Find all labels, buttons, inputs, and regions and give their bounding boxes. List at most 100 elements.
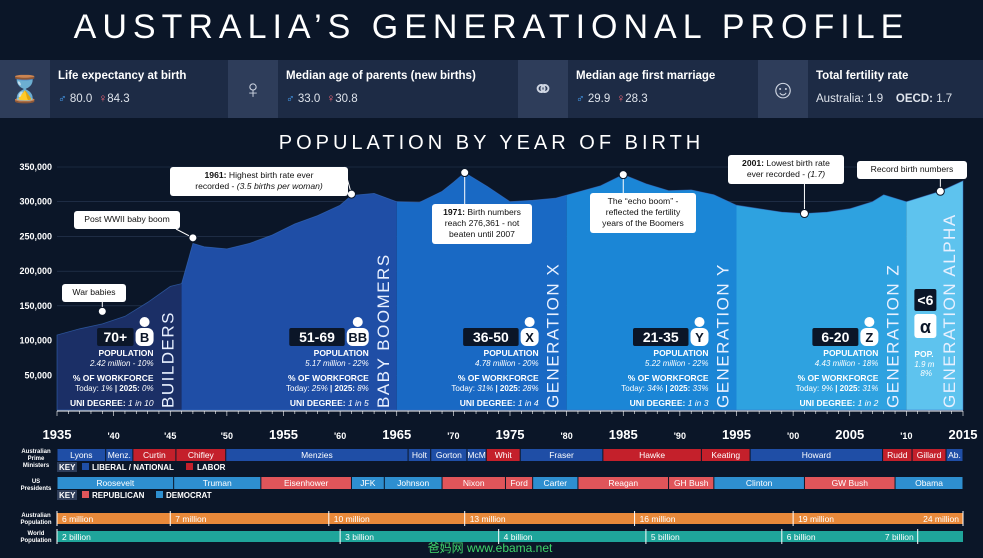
stat-values: ♂ 33.0 ♀30.8 (286, 93, 358, 105)
key-label: KEY (59, 463, 76, 472)
female-value: 84.3 (107, 93, 130, 105)
us-bar (505, 477, 533, 489)
workforce-label: % OF WORKFORCE (628, 373, 709, 383)
generation-name: GENERATION Z (883, 264, 902, 408)
population-value: 2.42 million - 10% (89, 359, 154, 368)
uni-degree: UNI DEGREE: 1 in 2 (799, 398, 878, 408)
age-badge (97, 328, 134, 346)
annotation-box (857, 161, 967, 179)
democrat-swatch (156, 491, 163, 498)
stat-fertility: ☺ Total fertility rate Australia: 1.9 OE… (758, 60, 983, 118)
generation-name: GENERATION X (544, 263, 563, 408)
us-bar (442, 477, 505, 489)
annotation-text: The “echo boom” - (608, 196, 679, 206)
stat-parent-age: ♀ Median age of parents (new births) ♂ 3… (228, 60, 518, 118)
pm-bar (883, 449, 912, 461)
age-badge (463, 328, 519, 346)
x-tick-label: 1995 (722, 427, 751, 442)
world-pop-label: 5 billion (651, 532, 680, 542)
annotation-text: years of the Boomers (602, 218, 684, 228)
letter-label: Y (695, 330, 704, 345)
person-head-icon (352, 317, 363, 327)
person-head-icon (864, 317, 875, 327)
x-tick-label: '60 (334, 431, 346, 441)
annotation-text: 1971: Birth numbers (443, 207, 521, 217)
stat-values: ♂ 80.0 ♀84.3 (58, 93, 130, 105)
oecd-label: OECD: (895, 93, 933, 105)
stat-values: ♂ 29.9 ♀28.3 (576, 93, 648, 105)
world-pop-label: 7 billion (885, 532, 914, 542)
y-tick-label: 200,000 (19, 266, 52, 276)
pm-bar (750, 449, 883, 461)
population-value: 5.17 million - 22% (305, 359, 369, 368)
age-badge (914, 289, 937, 311)
workforce-values: Today: 25% | 2025: 8% (286, 384, 369, 393)
aus-pop-label: 13 million (470, 514, 506, 524)
pm-label: Rudd (887, 450, 908, 460)
stat-label: Life expectancy at birth (58, 70, 187, 82)
letter-badge (860, 328, 879, 346)
aus-value: 1.9 (867, 93, 884, 105)
person-head-icon (524, 317, 535, 327)
us-row-label: Presidents (21, 486, 52, 492)
stats-bar: ⌛ Life expectancy at birth ♂ 80.0 ♀84.3 … (0, 60, 983, 118)
pm-bar (106, 449, 133, 461)
x-tick-label: '90 (674, 431, 686, 441)
aus-pop-label: 24 million (923, 514, 959, 524)
us-label: GW Bush (832, 478, 869, 488)
uni-degree: UNI DEGREE: 1 in 3 (630, 398, 709, 408)
workforce-label: % OF WORKFORCE (288, 373, 369, 383)
annotation-text: Record birth numbers (871, 164, 954, 174)
population-value: 1.9 m (914, 360, 934, 369)
male-value: 33.0 (297, 93, 321, 105)
x-tick-label: '00 (787, 431, 799, 441)
us-label: Nixon (463, 478, 485, 488)
pm-bar (912, 449, 946, 461)
chart-title: POPULATION BY YEAR OF BIRTH (278, 132, 705, 154)
x-tick-label: 1955 (269, 427, 298, 442)
generation-band-Z (736, 172, 907, 410)
pm-bar (946, 449, 963, 461)
aus-pop-label: 6 million (62, 514, 93, 524)
us-label: Johnson (397, 478, 429, 488)
stat-marriage-age: ⚭ Median age first marriage ♂ 29.9 ♀28.3 (518, 60, 758, 118)
republican-label: REPUBLICAN (92, 491, 145, 500)
stat-values: Australia: 1.9 OECD: 1.7 (816, 93, 952, 105)
age-label: 36-50 (473, 329, 509, 345)
workforce-label: % OF WORKFORCE (73, 373, 154, 383)
us-label: Roosevelt (96, 478, 134, 488)
pm-label: Holt (412, 450, 428, 460)
x-tick-label: 2005 (835, 427, 864, 442)
population-label: POPULATION (98, 348, 153, 358)
age-label: <6 (917, 292, 933, 308)
annotation-text: 1961: Highest birth rate ever (205, 170, 314, 180)
us-label: JFK (360, 478, 375, 488)
population-value: 4.78 million - 20% (475, 359, 539, 368)
annotation-box (170, 167, 348, 196)
letter-label: X (525, 330, 534, 345)
pm-bar (431, 449, 467, 461)
pm-label: Keating (711, 450, 740, 460)
pm-bar (486, 449, 520, 461)
person-head-icon (139, 317, 150, 327)
us-row-label: US (32, 479, 40, 485)
generation-name: GENERATION Y (714, 263, 733, 408)
age-label: 21-35 (643, 329, 679, 345)
us-label: Clinton (746, 478, 773, 488)
person-head-icon (694, 317, 705, 327)
us-label: Carter (543, 478, 567, 488)
annotation-marker (799, 209, 809, 219)
letter-label: α (920, 317, 931, 337)
pm-label: Ab. (948, 450, 961, 460)
letter-badge (520, 328, 539, 346)
world-pop-label: 6 billion (787, 532, 816, 542)
age-label: 70+ (103, 329, 127, 345)
x-tick-label: '10 (900, 431, 912, 441)
page-title: AUSTRALIA’S GENERATIONAL PROFILE (73, 8, 910, 46)
generation-band-Y (566, 172, 737, 410)
us-bar (533, 477, 578, 489)
aus-pop-row-label: Australian (21, 513, 51, 519)
x-tick-label: '50 (221, 431, 233, 441)
pm-bar (133, 449, 176, 461)
pm-label: Lyons (70, 450, 92, 460)
